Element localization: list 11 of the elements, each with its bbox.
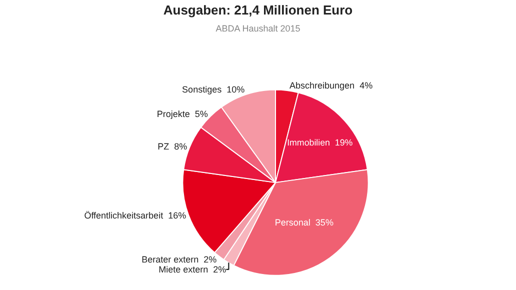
slice-label: Berater extern 2% [142,254,217,264]
chart-subtitle: ABDA Haushalt 2015 [216,23,300,34]
slice-label: Immobilien 19% [287,138,353,148]
slice-label: Abschreibungen 4% [290,80,373,91]
chart-title: Ausgaben: 21,4 Millionen Euro [163,2,353,18]
slice-label: Miete extern 2% [158,264,226,274]
slice-label: Öffentlichkeitsarbeit 16% [84,210,186,221]
slice-label: PZ 8% [158,142,188,152]
slice-label: Sonstiges 10% [182,84,245,95]
slice-label: Personal 35% [274,218,334,228]
slice-label: Projekte 5% [156,108,208,119]
